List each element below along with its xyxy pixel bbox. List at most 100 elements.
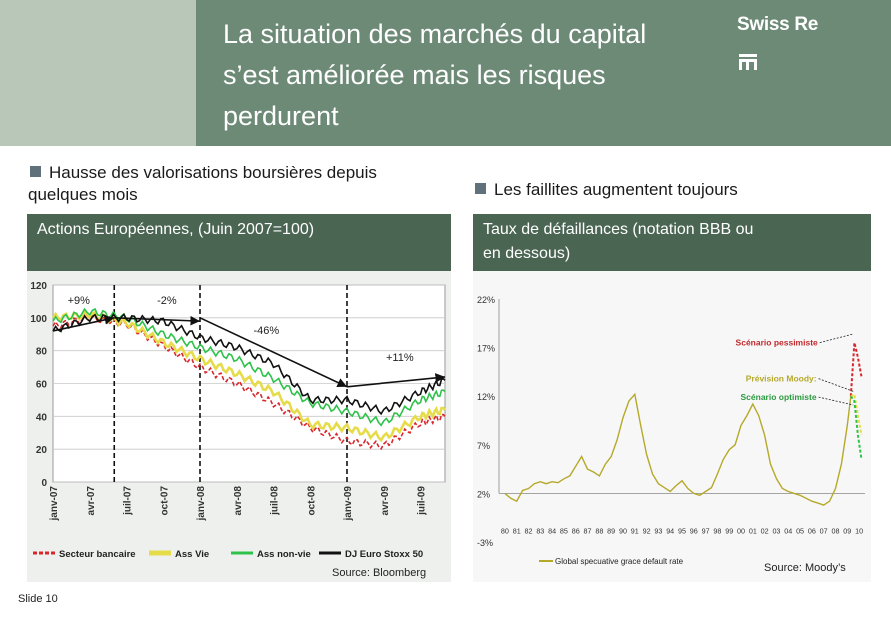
x-tick-label: 81	[513, 526, 521, 535]
x-tick-label: 91	[631, 526, 639, 535]
left-chart-title-band: Actions Européennes, (Juin 2007=100)	[27, 214, 451, 271]
x-tick-label: 02	[761, 526, 769, 535]
legend-label-dj-euro-stoxx-50: DJ Euro Stoxx 50	[345, 549, 423, 560]
legend-label-ass-non-vie: Ass non-vie	[257, 549, 311, 560]
trend-label: -46%	[254, 325, 280, 337]
y-tick-label: 22%	[477, 295, 495, 305]
trend-arrow	[52, 315, 115, 332]
scenario-label: Scénario optimiste	[741, 392, 817, 402]
x-tick-label: 92	[643, 526, 651, 535]
y-tick-label: 0	[41, 478, 47, 489]
bullet-square-icon	[475, 183, 486, 194]
y-tick-label: -3%	[477, 538, 493, 548]
x-tick-label: 83	[536, 526, 544, 535]
x-tick-label: 89	[607, 526, 615, 535]
x-tick-label: 10	[855, 526, 863, 535]
y-tick-label: 20	[36, 445, 48, 456]
y-tick-label: 7%	[477, 441, 490, 451]
scenario-label: Scénario pessimiste	[736, 338, 818, 348]
x-tick-label: juil-08	[270, 486, 281, 516]
left-chart-title: Actions Européennes, (Juin 2007=100)	[37, 221, 315, 238]
series-line-scenario-optimiste	[849, 395, 863, 460]
x-tick-label: 94	[666, 526, 674, 535]
x-tick-label: 00	[737, 526, 745, 535]
slide-number: Slide 10	[18, 593, 58, 605]
bullet-square-icon	[30, 166, 41, 177]
x-tick-label: 04	[784, 526, 792, 535]
brand-logo-icon	[739, 54, 757, 70]
x-tick-label: 98	[713, 526, 721, 535]
x-tick-label: 90	[619, 526, 627, 535]
series-line-ass-vie	[51, 308, 446, 443]
y-tick-label: 2%	[477, 489, 490, 499]
right-bullet: Les faillites augmentent toujours	[475, 179, 738, 201]
series-line-global-specuative-grace-default-rate	[504, 392, 852, 506]
y-tick-label: 80	[36, 347, 48, 358]
y-tick-label: 100	[30, 314, 47, 325]
x-tick-label: 95	[678, 526, 686, 535]
y-tick-label: 17%	[477, 344, 495, 354]
legend-label-secteur-bancaire: Secteur bancaire	[59, 549, 136, 560]
scenario-pointer	[819, 333, 854, 344]
trend-label: -2%	[157, 295, 177, 307]
scenario-pointer	[818, 378, 854, 392]
x-tick-label: 82	[525, 526, 533, 535]
x-tick-label: oct-08	[306, 486, 317, 516]
slide-title-line: s’est améliorée mais les risques	[223, 60, 606, 90]
x-tick-label: juil-07	[123, 486, 134, 516]
header-bar	[196, 0, 891, 146]
x-tick-label: avr-08	[233, 486, 244, 516]
right-chart-title-line: en dessous)	[483, 245, 571, 262]
left-bullet: Hausse des valorisations boursières depu…	[28, 162, 377, 206]
x-tick-label: janv-08	[196, 486, 207, 522]
trend-label: +9%	[68, 295, 91, 307]
scenario-pointer	[818, 396, 854, 406]
x-tick-label: juil-09	[417, 486, 428, 516]
x-tick-label: 80	[501, 526, 509, 535]
x-tick-label: 99	[725, 526, 733, 535]
x-tick-label: 09	[843, 526, 851, 535]
right-chart-title-band: Taux de défaillances (notation BBB ou en…	[473, 214, 871, 271]
scenario-label: Prévision Moody:	[746, 374, 817, 384]
slide-title: La situation des marchés du capital s’es…	[223, 14, 713, 137]
x-tick-label: 07	[820, 526, 828, 535]
x-tick-label: 05	[796, 526, 804, 535]
x-tick-label: avr-07	[86, 486, 97, 516]
trend-arrow	[114, 315, 201, 326]
y-tick-label: 60	[36, 380, 48, 391]
x-tick-label: janv-07	[49, 486, 60, 522]
left-bullet-line: quelques mois	[28, 185, 138, 204]
x-tick-label: 85	[560, 526, 568, 535]
x-tick-label: avr-09	[380, 486, 391, 516]
slide-title-line: perdurent	[223, 101, 339, 131]
equity-index-chart: 0 20 40 60 80 100 120 janv-07 avr-07 juil-07 oct-0…	[30, 281, 446, 560]
x-tick-label: 97	[702, 526, 710, 535]
y-tick-label: 40	[36, 412, 48, 423]
x-tick-label: 88	[595, 526, 603, 535]
trend-arrow	[346, 373, 446, 388]
slide-title-line: La situation des marchés du capital	[223, 19, 647, 49]
x-tick-label: 08	[831, 526, 839, 535]
right-bullet-text: Les faillites augmentent toujours	[494, 180, 738, 199]
series-line-prevision-moody	[850, 392, 863, 436]
legend-label-default-rate: Global specuative grace default rate	[555, 557, 684, 566]
x-tick-label: 01	[749, 526, 757, 535]
x-tick-label: 86	[572, 526, 580, 535]
x-tick-label: janv-09	[343, 486, 354, 522]
header-accent-block	[0, 0, 196, 146]
trend-label: +11%	[386, 352, 414, 364]
default-rate-chart: -3% 2% 7% 12% 17% 22% 80 81 82 83 84 85 86 87 88 89 90 91…	[477, 295, 865, 566]
brand-logo-text: Swiss Re	[737, 14, 819, 35]
plot-area	[499, 299, 865, 542]
x-tick-label: 84	[548, 526, 556, 535]
left-bullet-line: Hausse des valorisations boursières depu…	[49, 163, 377, 182]
x-tick-label: 03	[772, 526, 780, 535]
y-tick-label: 12%	[477, 392, 495, 402]
y-tick-label: 120	[30, 281, 47, 292]
x-tick-label: 93	[654, 526, 662, 535]
x-tick-label: oct-07	[159, 486, 170, 516]
left-chart-source: Source: Bloomberg	[332, 567, 427, 579]
x-tick-label: 06	[808, 526, 816, 535]
legend-label-ass-vie: Ass Vie	[175, 549, 209, 560]
right-chart-source: Source: Moody’s	[764, 562, 846, 574]
